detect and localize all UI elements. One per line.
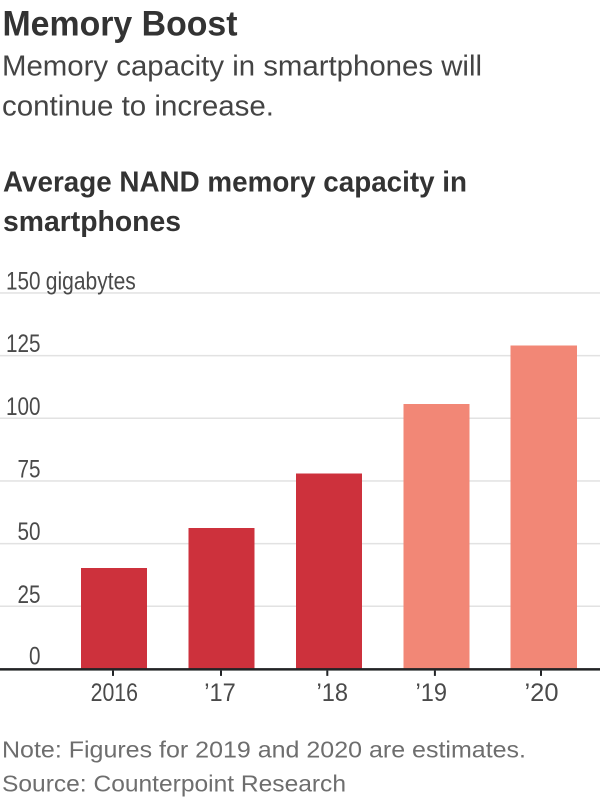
svg-text:continue to increase.: continue to increase. bbox=[2, 91, 274, 123]
svg-text:75: 75 bbox=[18, 455, 41, 483]
svg-text:’17: ’17 bbox=[204, 679, 236, 707]
svg-text:’18: ’18 bbox=[317, 679, 349, 707]
svg-text:’20: ’20 bbox=[525, 679, 559, 707]
svg-text:Source: Counterpoint Research: Source: Counterpoint Research bbox=[2, 771, 346, 797]
svg-text:smartphones: smartphones bbox=[3, 206, 181, 238]
svg-text:25: 25 bbox=[18, 581, 41, 609]
svg-text:Average NAND memory capacity i: Average NAND memory capacity in bbox=[3, 167, 467, 199]
svg-text:125: 125 bbox=[6, 330, 41, 358]
svg-text:’19: ’19 bbox=[416, 679, 448, 707]
svg-text:100: 100 bbox=[6, 393, 41, 421]
svg-text:0: 0 bbox=[29, 642, 41, 670]
svg-text:50: 50 bbox=[18, 518, 41, 546]
svg-text:150: 150 bbox=[6, 267, 41, 295]
svg-text:gigabytes: gigabytes bbox=[46, 267, 136, 295]
svg-text:2016: 2016 bbox=[91, 679, 138, 707]
svg-text:Memory Boost: Memory Boost bbox=[3, 5, 238, 44]
svg-text:Memory capacity in smartphones: Memory capacity in smartphones will bbox=[2, 51, 482, 83]
svg-text:Note: Figures for 2019 and 202: Note: Figures for 2019 and 2020 are esti… bbox=[2, 736, 526, 762]
